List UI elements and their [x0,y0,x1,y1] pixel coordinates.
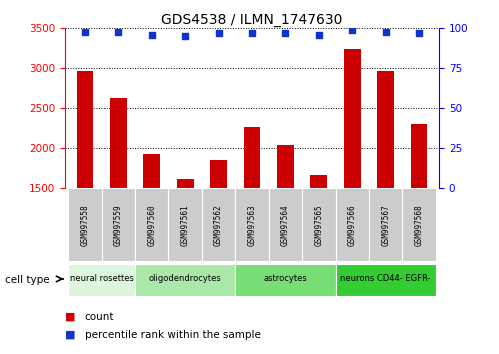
Text: GSM997568: GSM997568 [415,204,424,246]
Bar [210,160,227,307]
Point [348,27,356,33]
Text: oligodendrocytes: oligodendrocytes [149,274,222,284]
Bar [402,188,436,261]
Text: GSM997558: GSM997558 [80,204,89,246]
Bar [76,72,93,307]
Bar [236,264,335,296]
Bar [411,124,428,307]
Text: GSM997564: GSM997564 [281,204,290,246]
Bar [177,179,194,307]
Text: GSM997560: GSM997560 [147,204,156,246]
Point [81,29,89,34]
Point [181,34,189,39]
Text: GSM997559: GSM997559 [114,204,123,246]
Bar [310,175,327,307]
Text: GSM997567: GSM997567 [381,204,390,246]
Title: GDS4538 / ILMN_1747630: GDS4538 / ILMN_1747630 [161,13,343,27]
Bar [110,98,127,307]
Bar [135,188,169,261]
Text: count: count [85,312,114,322]
Text: GSM997566: GSM997566 [348,204,357,246]
Text: GSM997562: GSM997562 [214,204,223,246]
Point [382,29,390,34]
Point [114,29,122,34]
Point [281,30,289,36]
Text: neural rosettes: neural rosettes [70,274,134,284]
Bar [335,264,436,296]
Bar [68,188,102,261]
Bar [135,264,236,296]
Text: GSM997561: GSM997561 [181,204,190,246]
Point [248,30,256,36]
Text: astrocytes: astrocytes [263,274,307,284]
Point [415,30,423,36]
Bar [268,188,302,261]
Bar [244,127,260,307]
Bar [377,72,394,307]
Point [148,32,156,38]
Bar [369,188,402,261]
Text: neurons CD44- EGFR-: neurons CD44- EGFR- [340,274,431,284]
Bar [302,188,335,261]
Text: percentile rank within the sample: percentile rank within the sample [85,330,260,339]
Bar [277,144,294,307]
Bar [335,188,369,261]
Text: ■: ■ [65,312,79,322]
Text: ■: ■ [65,330,79,339]
Bar [202,188,236,261]
Bar [68,264,135,296]
Bar [102,188,135,261]
Point [215,30,223,36]
Text: cell type: cell type [5,275,49,285]
Bar [344,49,361,307]
Point [315,32,323,38]
Text: GSM997565: GSM997565 [314,204,323,246]
Text: GSM997563: GSM997563 [248,204,256,246]
Bar [143,154,160,307]
Bar [169,188,202,261]
Bar [236,188,268,261]
